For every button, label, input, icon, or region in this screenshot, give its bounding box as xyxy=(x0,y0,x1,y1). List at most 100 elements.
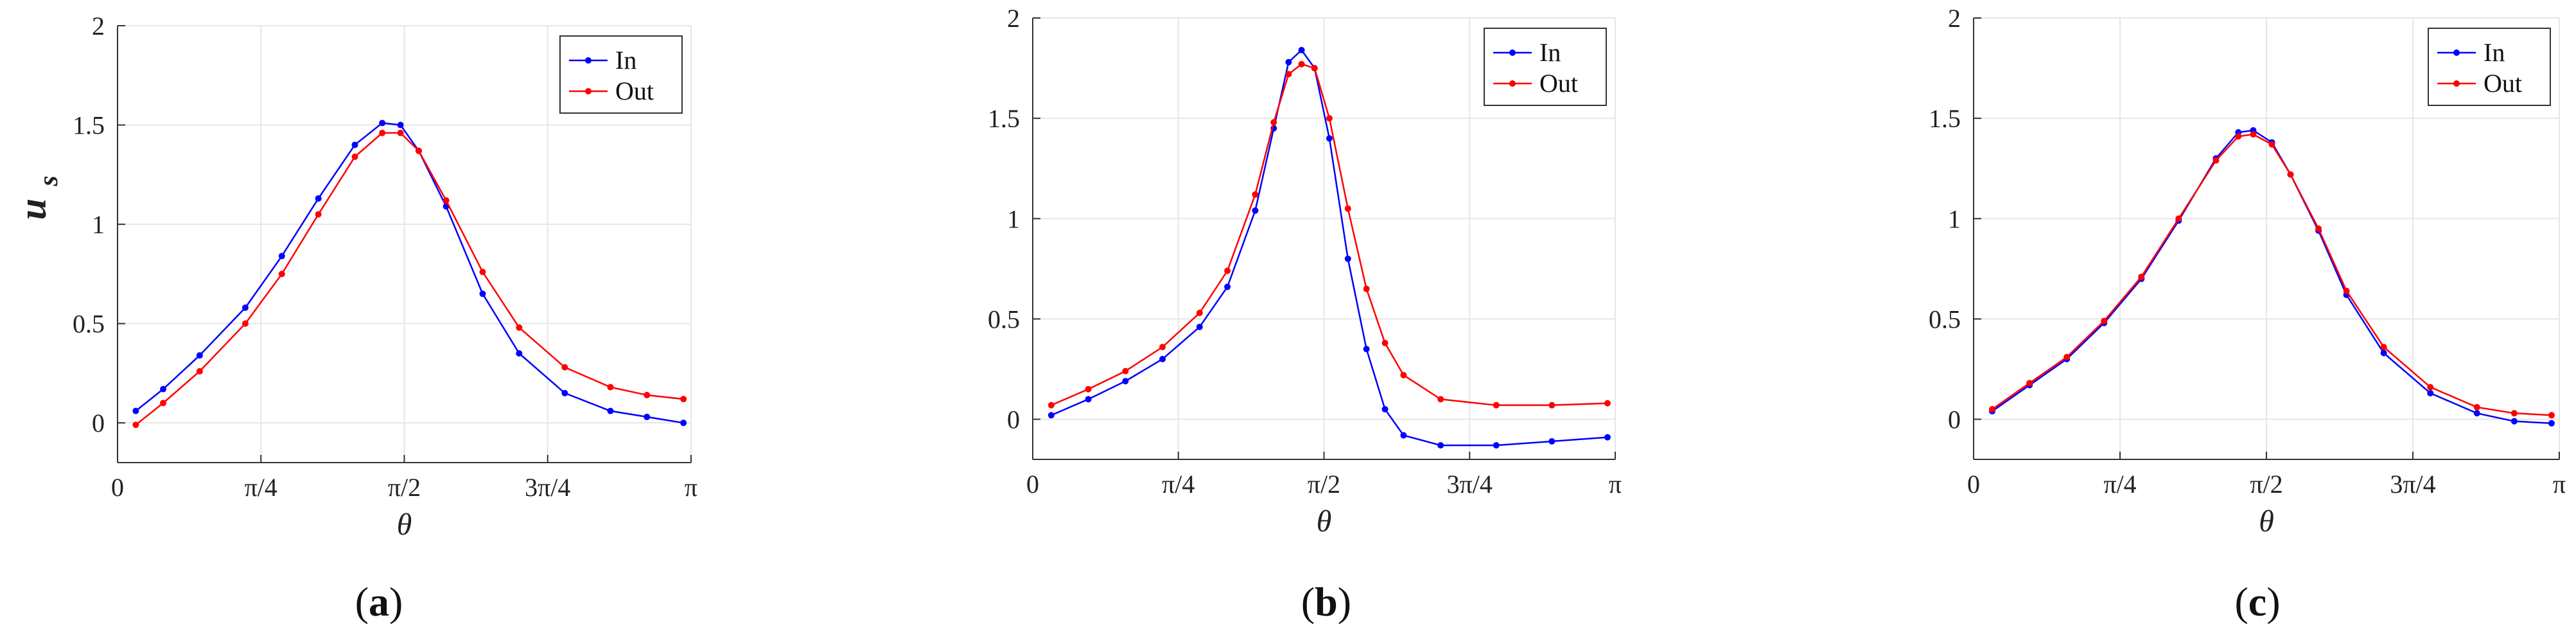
y-tick-label: 0.5 xyxy=(988,305,1020,333)
legend-marker-out xyxy=(1509,80,1516,87)
data-point-out xyxy=(1604,400,1611,407)
data-point-out xyxy=(160,400,167,407)
x-axis-label: θ xyxy=(1317,504,1332,538)
x-tick-label: 0 xyxy=(1967,470,1980,499)
data-point-in xyxy=(1493,442,1500,449)
legend-marker-in xyxy=(585,57,591,64)
y-tick-label: 1.5 xyxy=(73,111,105,140)
data-point-in xyxy=(2473,410,2480,417)
data-point-in xyxy=(160,385,167,393)
data-point-out xyxy=(1196,310,1203,317)
panel-label-open-paren: ( xyxy=(355,579,369,625)
legend-label-in: In xyxy=(1539,38,1561,67)
data-point-out xyxy=(1298,60,1305,67)
data-point-in xyxy=(1122,378,1129,385)
panel-label-open-paren: ( xyxy=(1301,579,1315,625)
data-point-in xyxy=(516,350,523,357)
panel-label-letter: c xyxy=(2248,579,2266,625)
panel-label-letter: a xyxy=(369,579,389,625)
legend-label-in: In xyxy=(615,46,636,75)
data-point-out xyxy=(2175,215,2182,222)
data-point-out xyxy=(397,129,404,136)
data-point-out xyxy=(2380,344,2387,351)
data-point-out xyxy=(2510,410,2518,417)
x-tick-label: 0 xyxy=(1026,470,1039,499)
y-tick-label: 1 xyxy=(1007,204,1020,233)
data-point-out xyxy=(1437,396,1444,403)
legend-label-in: In xyxy=(2484,38,2505,67)
data-point-out xyxy=(1989,405,1996,412)
panel-label: (c) xyxy=(2234,579,2280,625)
data-point-out xyxy=(2250,131,2257,138)
legend-marker-in xyxy=(1509,49,1516,56)
legend-label-out: Out xyxy=(1539,69,1578,98)
data-point-in xyxy=(644,413,651,420)
series-line-out xyxy=(1992,133,2552,416)
data-point-in xyxy=(1047,412,1055,419)
data-point-in xyxy=(479,290,486,297)
legend-marker-in xyxy=(2453,49,2460,56)
x-tick-label: π/4 xyxy=(245,473,277,502)
data-point-in xyxy=(196,352,203,359)
data-point-out xyxy=(1400,371,1407,378)
data-point-in xyxy=(1298,46,1305,53)
x-tick-label: 3π/4 xyxy=(2390,470,2435,499)
data-point-in xyxy=(1604,434,1611,441)
x-tick-label: π/2 xyxy=(1308,470,1340,499)
data-point-in xyxy=(561,389,568,396)
y-tick-label: 0.5 xyxy=(73,310,105,339)
data-point-in xyxy=(1548,438,1555,445)
data-point-out xyxy=(1311,65,1318,72)
data-point-in xyxy=(379,120,386,127)
data-point-out xyxy=(1344,205,1351,212)
data-point-out xyxy=(1493,402,1500,409)
data-point-in xyxy=(2548,420,2555,427)
data-point-out xyxy=(479,269,486,276)
data-point-in xyxy=(1159,355,1166,362)
x-tick-label: 3π/4 xyxy=(1447,470,1493,499)
x-tick-label: π xyxy=(1609,470,1622,499)
panel-label: (b) xyxy=(1301,579,1351,625)
y-axis-label-main: u xyxy=(12,199,54,220)
data-point-out xyxy=(644,391,651,398)
data-point-in xyxy=(397,121,404,128)
series-line-in xyxy=(135,122,684,424)
data-point-out xyxy=(442,197,450,204)
y-tick-label: 0 xyxy=(1007,405,1020,434)
data-point-out xyxy=(241,320,249,327)
y-tick-label: 1.5 xyxy=(1929,104,1961,133)
data-point-in xyxy=(1085,396,1092,403)
data-point-out xyxy=(561,364,568,371)
x-tick-label: 0 xyxy=(111,473,124,502)
data-point-in xyxy=(1363,346,1370,353)
data-point-out xyxy=(1548,402,1555,409)
y-tick-label: 2 xyxy=(1948,4,1961,33)
data-point-in xyxy=(1224,283,1231,290)
series-line-out xyxy=(1051,63,1608,406)
x-tick-label: π/4 xyxy=(1162,470,1195,499)
y-tick-label: 0.5 xyxy=(1929,305,1961,333)
data-point-out xyxy=(1381,339,1389,346)
data-point-out xyxy=(516,324,523,331)
legend-box xyxy=(2428,28,2551,106)
data-point-out xyxy=(1085,385,1092,393)
y-tick-label: 2 xyxy=(1007,4,1020,33)
data-point-out xyxy=(1270,119,1277,126)
data-point-out xyxy=(2235,133,2242,140)
legend-label-out: Out xyxy=(2484,69,2522,98)
data-point-out xyxy=(2101,317,2108,324)
panel-label-close-paren: ) xyxy=(2266,579,2280,625)
panel-label: (a) xyxy=(355,579,403,625)
x-tick-label: π/2 xyxy=(388,473,421,502)
legend-marker-out xyxy=(2453,80,2460,87)
x-tick-label: π/4 xyxy=(2103,470,2136,499)
y-tick-label: 1.5 xyxy=(988,104,1020,133)
x-axis-label: θ xyxy=(2259,504,2274,538)
data-point-out xyxy=(278,270,285,278)
data-point-out xyxy=(196,368,203,375)
